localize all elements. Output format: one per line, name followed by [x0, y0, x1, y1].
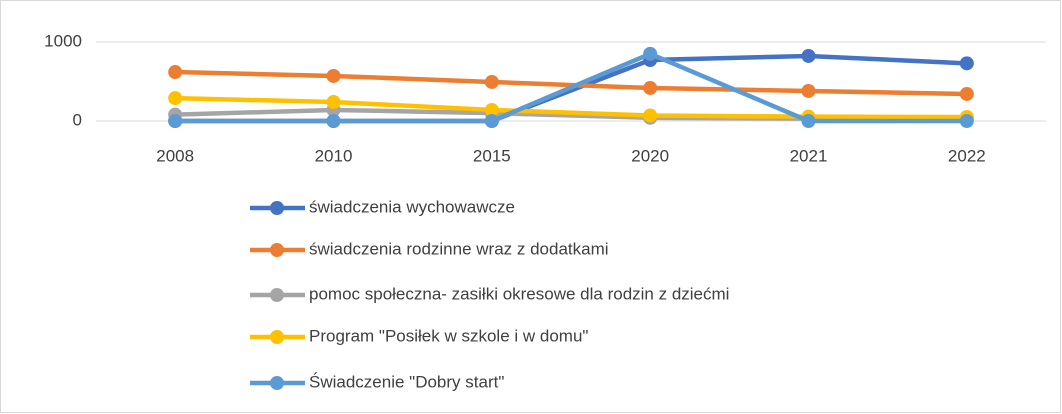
series-point	[959, 114, 974, 128]
legend-marker	[270, 243, 284, 257]
series-point	[643, 46, 658, 61]
legend-label: Program "Posiłek w szkole i w domu"	[309, 326, 588, 345]
x-tick-label: 2010	[315, 146, 353, 165]
x-tick-label: 2020	[631, 146, 669, 165]
series-point	[326, 68, 341, 83]
series-line	[175, 69, 967, 97]
series-point	[643, 108, 658, 123]
series-point	[326, 95, 341, 110]
legend-label: pomoc społeczna- zasiłki okresowe dla ro…	[309, 284, 729, 303]
series-line	[175, 95, 967, 120]
series-point	[959, 86, 974, 101]
legend-marker	[270, 330, 284, 344]
series-point	[484, 114, 499, 128]
y-tick-label: 0	[73, 110, 82, 129]
series-point	[643, 80, 658, 95]
series-point	[326, 114, 341, 128]
series-point	[801, 48, 816, 63]
series-point	[484, 102, 499, 117]
series-point	[168, 114, 183, 128]
legend-marker	[270, 288, 284, 302]
x-tick-label: 2022	[948, 146, 986, 165]
series-point	[801, 83, 816, 98]
legend-label: świadczenia rodzinne wraz z dodatkami	[309, 239, 609, 258]
series-point	[168, 65, 183, 80]
series-point	[959, 56, 974, 71]
legend-label: świadczenia wychowawcze	[309, 197, 515, 216]
legend-label: Świadczenie "Dobry start"	[309, 372, 504, 391]
series-line	[175, 51, 967, 124]
x-tick-label: 2008	[156, 146, 194, 165]
x-tick-label: 2015	[473, 146, 511, 165]
legend-marker	[270, 201, 284, 215]
series-point	[168, 91, 183, 106]
legend-marker	[270, 376, 284, 390]
x-tick-label: 2021	[790, 146, 828, 165]
y-tick-label: 1000	[44, 31, 82, 50]
series-point	[801, 114, 816, 128]
series-point	[484, 74, 499, 89]
